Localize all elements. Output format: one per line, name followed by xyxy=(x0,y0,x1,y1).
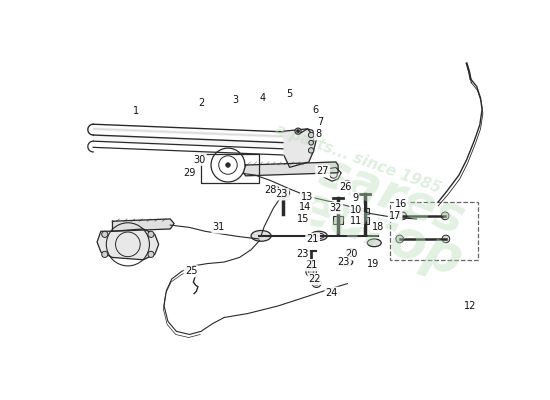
Circle shape xyxy=(314,280,319,285)
Circle shape xyxy=(309,148,314,153)
Circle shape xyxy=(309,132,314,138)
Text: 24: 24 xyxy=(326,288,338,298)
Text: 28: 28 xyxy=(264,186,277,196)
Ellipse shape xyxy=(346,249,356,255)
Text: 10: 10 xyxy=(350,205,362,215)
Circle shape xyxy=(312,278,321,288)
Circle shape xyxy=(284,191,288,195)
Text: 4: 4 xyxy=(260,93,266,103)
Circle shape xyxy=(309,269,314,274)
Circle shape xyxy=(295,128,301,134)
Text: 7: 7 xyxy=(317,117,323,127)
Ellipse shape xyxy=(314,233,324,238)
Polygon shape xyxy=(243,162,338,176)
Ellipse shape xyxy=(251,230,271,241)
Text: 21: 21 xyxy=(305,260,317,270)
Text: 25: 25 xyxy=(185,266,197,276)
Text: 18: 18 xyxy=(372,222,384,232)
Text: 13: 13 xyxy=(301,192,314,202)
Circle shape xyxy=(441,212,449,220)
Circle shape xyxy=(148,251,154,258)
Circle shape xyxy=(343,180,351,188)
Bar xyxy=(389,202,478,260)
Text: 3: 3 xyxy=(233,95,239,105)
Text: 15: 15 xyxy=(297,214,310,224)
Polygon shape xyxy=(97,229,159,260)
Text: 23: 23 xyxy=(337,257,350,267)
Text: 32: 32 xyxy=(329,203,342,213)
Circle shape xyxy=(396,235,404,243)
Text: 30: 30 xyxy=(194,155,206,165)
Circle shape xyxy=(442,235,450,243)
Text: 20: 20 xyxy=(345,249,358,259)
Polygon shape xyxy=(112,219,174,231)
Text: 27: 27 xyxy=(316,166,329,176)
Bar xyxy=(361,208,369,214)
Text: 23: 23 xyxy=(296,249,309,259)
Text: 14: 14 xyxy=(299,202,311,212)
Text: 21: 21 xyxy=(306,234,319,244)
Circle shape xyxy=(148,231,154,238)
Text: 23: 23 xyxy=(276,189,288,199)
Text: 22: 22 xyxy=(309,274,321,284)
Ellipse shape xyxy=(339,258,353,266)
Text: 2: 2 xyxy=(198,98,204,108)
Circle shape xyxy=(399,212,406,220)
Circle shape xyxy=(296,130,300,133)
Text: 6: 6 xyxy=(312,105,318,115)
Text: 11: 11 xyxy=(350,216,362,226)
Ellipse shape xyxy=(310,231,327,240)
Text: 9: 9 xyxy=(352,193,358,203)
Text: a parts... since 1985: a parts... since 1985 xyxy=(273,122,443,196)
Bar xyxy=(333,216,343,224)
Text: 19: 19 xyxy=(367,258,379,269)
Polygon shape xyxy=(284,129,317,167)
Circle shape xyxy=(102,251,108,258)
Text: 5: 5 xyxy=(287,89,293,99)
Text: 26: 26 xyxy=(339,182,351,192)
Text: 1: 1 xyxy=(133,106,139,116)
Text: 12: 12 xyxy=(464,301,477,311)
Circle shape xyxy=(273,186,279,192)
Circle shape xyxy=(306,266,317,277)
Circle shape xyxy=(282,189,290,197)
Circle shape xyxy=(102,231,108,238)
Ellipse shape xyxy=(367,239,381,247)
Text: europ: europ xyxy=(289,179,470,287)
Bar xyxy=(361,218,369,224)
Text: 29: 29 xyxy=(183,168,196,178)
Text: sares: sares xyxy=(312,147,471,244)
Text: 16: 16 xyxy=(395,198,408,208)
Circle shape xyxy=(309,140,313,145)
Text: 17: 17 xyxy=(389,211,402,221)
Text: 31: 31 xyxy=(213,222,225,232)
Circle shape xyxy=(226,163,230,167)
Text: 8: 8 xyxy=(315,129,321,139)
